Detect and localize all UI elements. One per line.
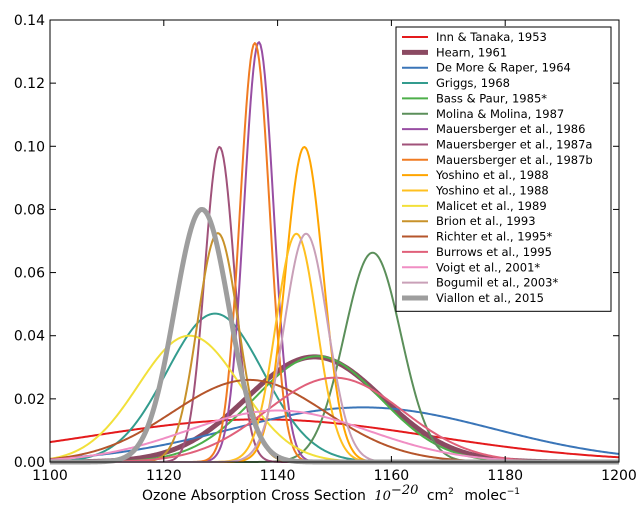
x-axis-title: Ozone Absorption Cross Section 10−20 cm2… bbox=[142, 482, 520, 504]
legend-label: Griggs, 1968 bbox=[436, 76, 510, 90]
legend-label: De More & Raper, 1964 bbox=[436, 61, 571, 75]
legend-label: Mauersberger et al., 1987b bbox=[436, 153, 593, 167]
x-tick-label: 1160 bbox=[374, 468, 410, 484]
y-tick-label: 0.06 bbox=[14, 266, 45, 282]
plot-frame bbox=[49, 19, 620, 463]
legend-label: Richter et al., 1995* bbox=[436, 230, 552, 244]
legend-label: Molina & Molina, 1987 bbox=[436, 107, 564, 121]
x-tick-label: 1140 bbox=[260, 468, 296, 484]
legend-label: Burrows et al., 1995 bbox=[436, 245, 552, 259]
legend-label: Mauersberger et al., 1987a bbox=[436, 137, 592, 151]
legend-label: Hearn, 1961 bbox=[436, 45, 507, 59]
y-tick-label: 0.08 bbox=[14, 202, 45, 218]
x-unit-base: 10 bbox=[374, 489, 391, 504]
legend-label: Inn & Tanaka, 1953 bbox=[436, 30, 547, 44]
x-tick-label: 1200 bbox=[601, 468, 637, 484]
y-tick-label: 0.10 bbox=[14, 139, 45, 155]
legend-label: Viallon et al., 2015 bbox=[436, 291, 544, 305]
x-unit-cm: cm bbox=[427, 488, 448, 504]
x-unit-cm-exp: 2 bbox=[448, 487, 454, 497]
legend-label: Bogumil et al., 2003* bbox=[436, 276, 558, 290]
x-tick-label: 1100 bbox=[32, 468, 68, 484]
legend-label: Yoshino et al., 1988 bbox=[435, 184, 549, 198]
x-tick-label: 1120 bbox=[146, 468, 182, 484]
x-axis-title-text: Ozone Absorption Cross Section bbox=[142, 488, 366, 504]
legend-label: Brion et al., 1993 bbox=[436, 214, 536, 228]
y-tick-label: 0.12 bbox=[14, 76, 45, 92]
tick-layer: 1100 1120 1140 1160 1180 1200 0.00 0.02 0.04 0.06… bbox=[14, 13, 637, 484]
legend-box bbox=[395, 26, 612, 312]
legend-label: Bass & Paur, 1985* bbox=[436, 91, 547, 105]
legend-label: Malicet et al., 1989 bbox=[436, 199, 547, 213]
y-tick-label: 0.00 bbox=[14, 455, 45, 471]
series-line-3 bbox=[49, 406, 620, 460]
legend-label: Voigt et al., 2001* bbox=[436, 260, 540, 274]
x-tick-label: 1180 bbox=[487, 468, 523, 484]
y-tick-label: 0.14 bbox=[14, 13, 45, 29]
x-unit-exp: −20 bbox=[391, 483, 418, 498]
y-tick-label: 0.02 bbox=[14, 392, 45, 408]
legend-label: Yoshino et al., 1988 bbox=[435, 168, 549, 182]
legend-label: Mauersberger et al., 1986 bbox=[436, 122, 585, 136]
y-tick-label: 0.04 bbox=[14, 329, 45, 345]
x-unit-molec: molec bbox=[464, 488, 506, 504]
x-unit-molec-exp: −1 bbox=[507, 487, 520, 497]
